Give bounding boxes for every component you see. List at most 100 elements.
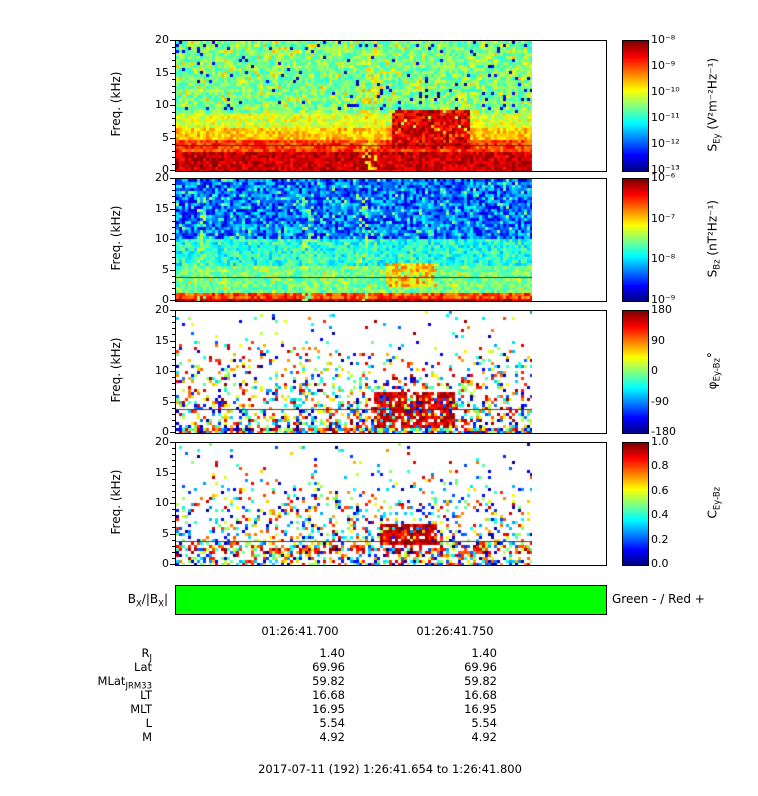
ephemeris-label-text: Lat <box>134 660 152 674</box>
freq-minor-tick-mark <box>172 383 175 385</box>
freq-minor-tick-mark <box>172 245 175 247</box>
freq-minor-tick-mark <box>172 214 175 216</box>
colorbar-axis-label-coherence: CEy-Bz <box>705 413 722 593</box>
ephemeris-label-text: R <box>141 646 150 660</box>
freq-minor-tick-mark <box>172 328 175 330</box>
freq-minor-tick-mark <box>172 46 175 48</box>
freq-minor-tick-mark <box>172 395 175 397</box>
freq-minor-tick-mark <box>172 521 175 523</box>
bx-label-part: B <box>127 592 136 606</box>
freq-minor-tick-mark <box>172 407 175 409</box>
time-tick-label: 01:26:41.750 <box>416 624 494 638</box>
colorbar-tick-label: -90 <box>651 394 669 408</box>
bx-label-part: | <box>163 592 168 606</box>
freq-minor-tick-mark <box>172 346 175 348</box>
freq-minor-tick-mark <box>172 448 175 450</box>
colorbar-sbz <box>622 178 649 302</box>
freq-tick-label: 15 <box>155 333 169 347</box>
freq-minor-tick-mark <box>172 358 175 360</box>
freq-minor-tick-mark <box>172 66 175 67</box>
freq-minor-tick-mark <box>172 275 175 277</box>
colorbar-tick-label: 10⁻⁹ <box>651 293 676 306</box>
freq-tick-mark <box>170 564 175 565</box>
freq-tick-label: 20 <box>155 171 169 184</box>
freq-tick-mark <box>170 472 175 474</box>
freq-minor-tick-mark <box>172 466 175 468</box>
freq-tick-mark <box>170 371 175 372</box>
colorbar-phase-canvas <box>623 311 648 433</box>
freq-minor-tick-mark <box>172 425 175 427</box>
colorbar-tick-label: 10⁻⁷ <box>651 211 676 225</box>
colorbar-tick-label: 0.2 <box>651 532 669 546</box>
freq-minor-tick-mark <box>172 190 175 192</box>
freq-minor-tick-mark <box>172 150 175 152</box>
colorbar-label-part: Ey <box>712 133 723 144</box>
freq-minor-tick-mark <box>172 545 175 547</box>
colorbar-sbz-canvas <box>623 179 648 301</box>
ephemeris-label: LT <box>20 688 152 702</box>
freq-tick-mark <box>170 533 175 535</box>
freq-minor-tick-mark <box>172 527 175 529</box>
colorbar-label-part: φ <box>705 381 720 390</box>
freq-tick-label: 0 <box>162 293 169 306</box>
freq-tick-mark <box>170 442 175 443</box>
bx-label-sub: X <box>135 599 142 610</box>
bx-label-sub: X <box>158 599 164 610</box>
freq-tick-label: 20 <box>155 303 169 316</box>
freq-tick-mark <box>170 105 175 106</box>
freq-tick-mark <box>170 300 175 301</box>
colorbar-label-part: Ey-Bz <box>712 358 723 382</box>
freq-minor-tick-mark <box>172 196 175 198</box>
colorbar-tick-label: 90 <box>651 333 665 347</box>
freq-minor-tick-mark <box>172 163 175 165</box>
ephemeris-label: Lat <box>20 660 152 674</box>
freq-tick-mark <box>170 40 175 41</box>
ephemeris-value-col1: 1.40 <box>319 646 345 660</box>
bx-label-part: /|B <box>141 592 159 606</box>
freq-minor-tick-mark <box>172 220 175 222</box>
freq-tick-mark <box>170 310 175 311</box>
freq-tick-label: 0 <box>162 163 169 176</box>
freq-minor-tick-mark <box>172 144 175 145</box>
freq-tick-label: 20 <box>155 435 169 448</box>
freq-minor-tick-mark <box>172 226 175 228</box>
freq-minor-tick-mark <box>172 551 175 553</box>
freq-minor-tick-mark <box>172 53 175 54</box>
freq-minor-tick-mark <box>172 509 175 511</box>
freq-tick-mark <box>170 340 175 342</box>
freq-minor-tick-mark <box>172 118 175 119</box>
colorbar-sey-canvas <box>623 41 648 171</box>
freq-tick-mark <box>170 432 175 433</box>
ephemeris-value-col1: 4.92 <box>319 730 345 744</box>
freq-tick-label: 0 <box>162 557 169 570</box>
panel-phase <box>175 310 607 434</box>
freq-tick-mark <box>170 503 175 504</box>
freq-minor-tick-mark <box>172 484 175 486</box>
ephemeris-value-col1: 59.82 <box>312 674 345 688</box>
freq-tick-label: 10 <box>155 98 169 111</box>
colorbar-tick-label: 0.4 <box>651 508 669 522</box>
sbz-spectrogram-canvas <box>176 179 532 301</box>
freq-minor-tick-mark <box>172 322 175 324</box>
freq-tick-label: 5 <box>162 526 169 540</box>
coherence-spectrogram-canvas <box>176 443 532 565</box>
ephemeris-label-subscript: JRM33 <box>125 681 152 692</box>
colorbar-tick-label: 10⁻¹⁰ <box>651 85 680 98</box>
freq-minor-tick-mark <box>172 364 175 366</box>
freq-minor-tick-mark <box>172 263 175 265</box>
ephemeris-value-col1: 16.68 <box>312 688 345 702</box>
colorbar-label-part: ° <box>705 352 720 359</box>
colorbar-tick-label: 10⁻¹² <box>651 137 680 150</box>
colorbar-phase <box>622 310 649 434</box>
colorbar-sey <box>622 40 649 172</box>
ephemeris-value-col2: 16.95 <box>464 702 497 716</box>
colorbar-label-part: Bz <box>712 259 723 270</box>
freq-minor-tick-mark <box>172 124 175 126</box>
panel-coherence <box>175 442 607 566</box>
colorbar-coherence-canvas <box>623 443 648 565</box>
panel-sbz <box>175 178 607 302</box>
freq-minor-tick-mark <box>172 454 175 456</box>
freq-minor-tick-mark <box>172 85 175 87</box>
colorbar-label-part: (nT²Hz⁻¹) <box>705 200 720 260</box>
bx-bar-legend: Green - / Red + <box>612 592 705 606</box>
